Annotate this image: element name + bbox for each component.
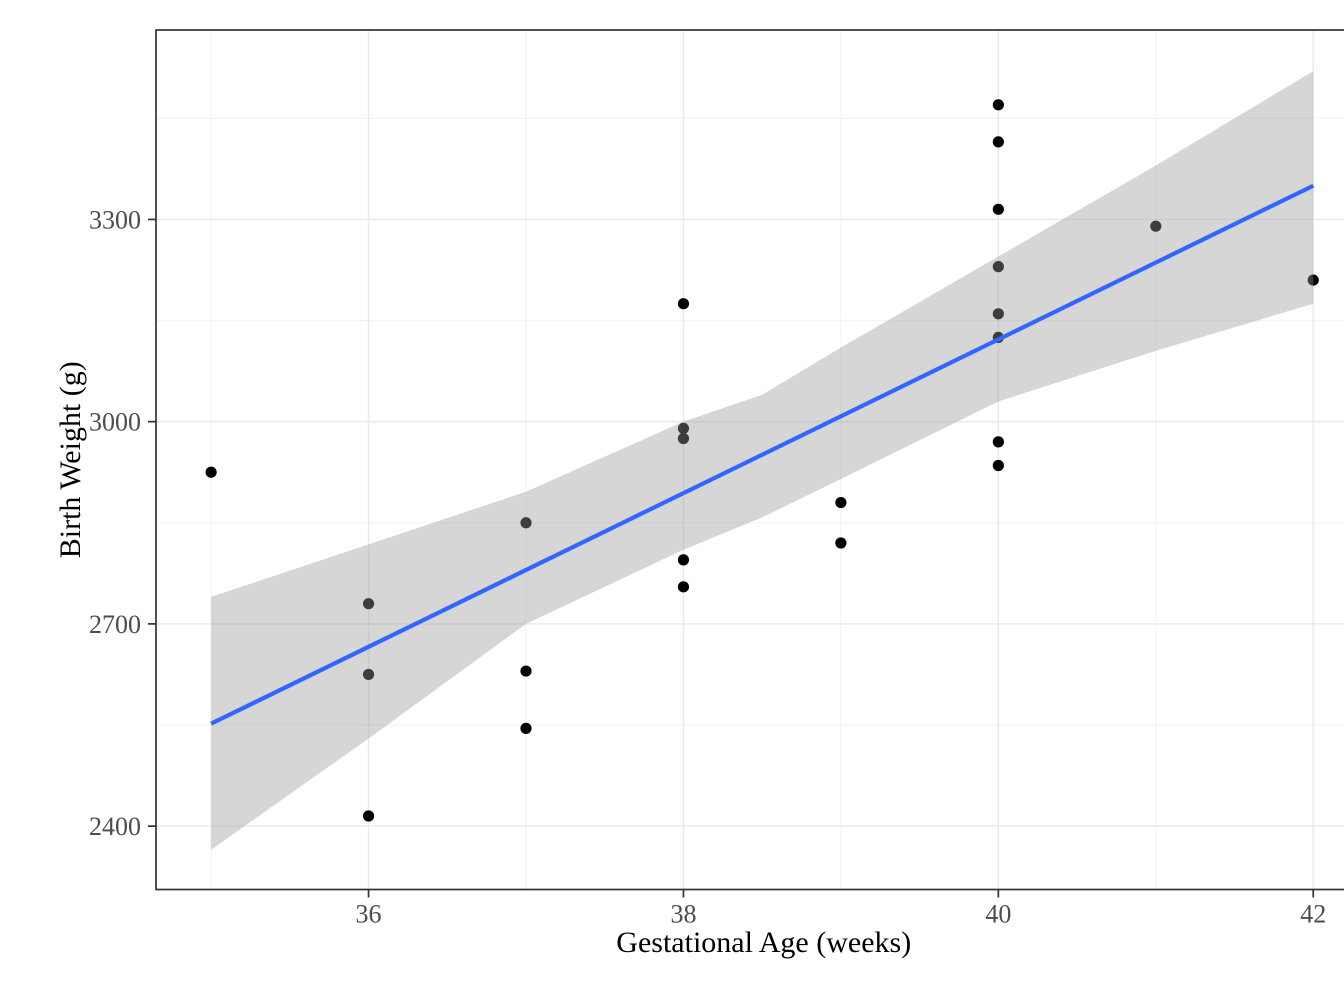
data-point xyxy=(835,496,847,509)
data-point xyxy=(205,466,217,478)
data-point xyxy=(835,537,847,549)
scatter-plot: 36 38 40 42 2400 2700 3000 3300 Gestational Age … xyxy=(40,16,1344,976)
data-point xyxy=(1150,220,1162,232)
y-tick-label: 3300 xyxy=(89,205,141,234)
panel-border xyxy=(155,29,1344,891)
data-point xyxy=(992,136,1004,148)
data-point xyxy=(992,308,1004,320)
data-point xyxy=(677,432,690,445)
data-point xyxy=(520,722,532,734)
x-tick-label: 38 xyxy=(670,900,696,929)
regression-line xyxy=(210,183,1315,726)
data-point xyxy=(520,517,532,529)
data-point xyxy=(992,99,1004,111)
data-point xyxy=(992,436,1004,448)
data-point xyxy=(992,459,1004,472)
confidence-band xyxy=(211,71,1314,850)
x-tick-label: 42 xyxy=(1300,900,1326,929)
data-point xyxy=(677,298,690,310)
data-point xyxy=(992,261,1004,273)
y-tick-label: 2400 xyxy=(89,812,141,841)
data-point xyxy=(520,665,532,677)
data-point xyxy=(992,203,1004,215)
data-point xyxy=(362,668,375,681)
y-tick-label: 2700 xyxy=(89,610,141,639)
data-point xyxy=(677,422,690,435)
axes: 36 38 40 42 2400 2700 3000 3300 Gestational Age … xyxy=(54,205,1326,959)
x-tick-label: 40 xyxy=(985,900,1011,929)
data-points-layer xyxy=(205,99,1319,822)
data-point xyxy=(677,554,690,566)
y-tick-label: 3000 xyxy=(89,408,141,437)
data-point xyxy=(362,810,375,822)
x-axis-title: Gestational Age (weeks) xyxy=(616,926,911,959)
y-axis-title: Birth Weight (g) xyxy=(54,361,87,558)
data-point xyxy=(677,581,690,593)
gridlines xyxy=(156,30,1344,890)
scatter-chart-figure: 36 38 40 42 2400 2700 3000 3300 Gestational Age … xyxy=(40,16,1344,976)
figure-background xyxy=(40,16,1344,976)
data-point xyxy=(1307,274,1319,286)
data-point xyxy=(362,598,375,610)
x-tick-label: 36 xyxy=(356,900,382,929)
